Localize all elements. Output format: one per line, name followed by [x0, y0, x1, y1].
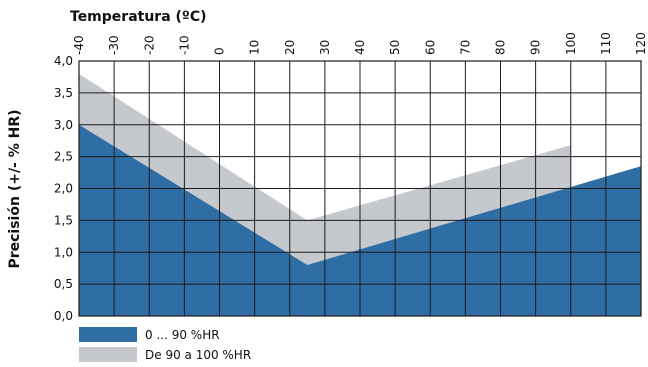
plot-frame: [78, 60, 642, 317]
x-tick-label: 60: [423, 40, 437, 55]
x-tick-label: 10: [248, 40, 262, 55]
legend-label-2: De 90 a 100 %HR: [145, 348, 251, 362]
y-tick-label: 0,0: [54, 309, 73, 323]
x-tick-label: 0: [213, 47, 227, 55]
y-tick-label: 2,0: [54, 182, 73, 196]
x-axis-title: Temperatura (ºC): [70, 9, 207, 25]
x-tick-label: 40: [353, 40, 367, 55]
legend: 0 ... 90 %HR De 90 a 100 %HR: [79, 327, 251, 362]
y-tick-label: 1,0: [54, 245, 73, 259]
x-tick-label: 120: [634, 32, 648, 55]
legend-label-1: 0 ... 90 %HR: [145, 328, 220, 342]
grid-layer: [78, 60, 642, 317]
x-tick-label: 100: [564, 32, 578, 55]
x-tick-label: 70: [458, 40, 472, 55]
y-tick-label: 1,5: [54, 213, 73, 227]
y-tick-label: 3,5: [54, 86, 73, 100]
y-tick-label: 2,5: [54, 150, 73, 164]
x-tick-label: 50: [388, 40, 402, 55]
y-tick-label: 4,0: [54, 54, 73, 68]
y-tick-label: 3,0: [54, 118, 73, 132]
y-tick-label: 0,5: [54, 277, 73, 291]
x-tick-label: -10: [177, 35, 191, 55]
x-tick-label: 30: [318, 40, 332, 55]
x-tick-label: 90: [529, 40, 543, 55]
x-tick-label: 20: [283, 40, 297, 55]
x-tick-label: 80: [494, 40, 508, 55]
legend-swatch-1: [79, 327, 137, 342]
legend-swatch-2: [79, 347, 137, 362]
y-axis-title: Precisión (+/- % HR): [7, 109, 23, 268]
x-tick-label: 110: [599, 32, 613, 55]
x-tick-label: -20: [142, 35, 156, 55]
x-tick-label: -30: [107, 35, 121, 55]
x-tick-label: -40: [72, 35, 86, 55]
tick-layer: -40 -30 -20 -10 0 10 20 30 40 50 60 70 80 90 100 110 120…: [54, 32, 648, 323]
